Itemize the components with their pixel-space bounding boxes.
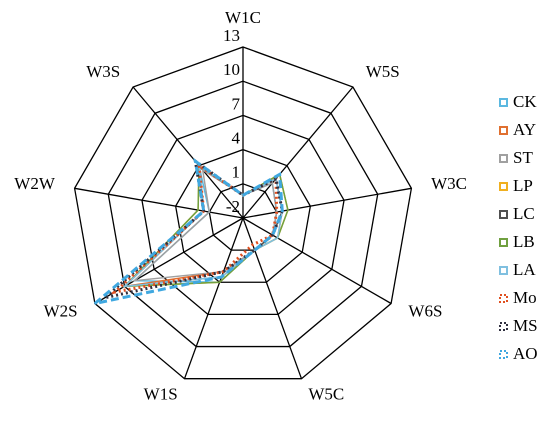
axis-label: W2W xyxy=(14,174,56,193)
spoke xyxy=(74,187,244,219)
legend-label: AO xyxy=(513,344,538,363)
tick-label: 4 xyxy=(232,129,241,148)
tick-label: 1 xyxy=(232,163,241,182)
axis-label: W3C xyxy=(431,174,467,193)
legend-swatch xyxy=(499,126,508,135)
axis-label: W6S xyxy=(408,301,442,320)
legend-label: AY xyxy=(513,120,536,139)
tick-label: 13 xyxy=(223,26,240,45)
axis-label: W5S xyxy=(366,62,400,81)
series-line xyxy=(109,162,279,295)
legend-swatch xyxy=(499,266,508,275)
axis-label: W5C xyxy=(308,385,344,404)
legend-swatch xyxy=(499,154,508,163)
legend-swatch xyxy=(499,350,508,359)
legend-label: LC xyxy=(513,204,535,223)
series-line xyxy=(93,157,284,305)
spoke xyxy=(132,86,244,219)
spoke xyxy=(242,86,354,219)
grid-ring xyxy=(208,183,278,251)
legend-swatch xyxy=(499,182,508,191)
legend-swatch xyxy=(499,322,508,331)
axis-label: W3S xyxy=(86,62,120,81)
tick-label: 7 xyxy=(232,94,241,113)
spoke xyxy=(183,217,244,379)
grid-ring xyxy=(174,148,312,283)
axis-label: W2S xyxy=(44,301,78,320)
axis-label: W1C xyxy=(225,8,261,27)
legend-label: LP xyxy=(513,176,533,195)
grid-ring xyxy=(141,114,345,316)
series-line xyxy=(132,163,278,284)
legend-swatch xyxy=(499,238,508,247)
legend-swatch xyxy=(499,294,508,303)
axis-label: W1S xyxy=(144,385,178,404)
spoke xyxy=(242,217,303,379)
series-line xyxy=(122,164,289,288)
spoke xyxy=(94,217,244,305)
spoke xyxy=(242,187,412,219)
tick-label: -2 xyxy=(226,197,240,216)
grid-ring xyxy=(107,80,379,348)
legend-label: CK xyxy=(513,92,537,111)
legend-label: LB xyxy=(513,232,535,251)
legend-label: Mo xyxy=(513,288,537,307)
legend-label: LA xyxy=(513,260,536,279)
legend-swatch xyxy=(499,98,508,107)
legend-label: MS xyxy=(513,316,538,335)
tick-label: 10 xyxy=(223,60,240,79)
legend-swatch xyxy=(499,210,508,219)
spoke xyxy=(242,217,392,305)
grid-ring xyxy=(73,46,413,380)
legend-label: ST xyxy=(513,148,533,167)
